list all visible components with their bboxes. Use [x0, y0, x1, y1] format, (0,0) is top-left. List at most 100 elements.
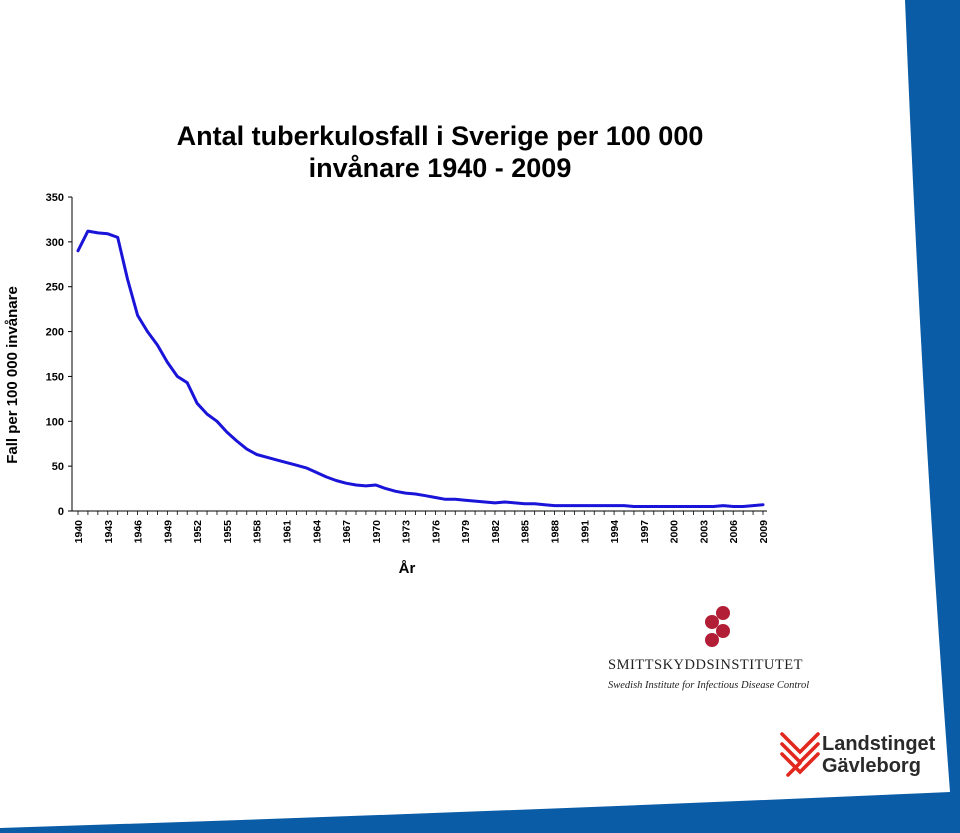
- y-tick-label: 350: [46, 192, 64, 204]
- data-point: [573, 505, 576, 507]
- data-point: [375, 484, 377, 486]
- data-point: [196, 402, 198, 404]
- data-point: [295, 464, 297, 466]
- landstinget-line1: Landstinget: [822, 733, 936, 755]
- x-tick-label: 2003: [698, 520, 710, 544]
- data-point: [206, 413, 208, 415]
- data-point: [514, 502, 516, 504]
- data-point: [623, 505, 625, 507]
- x-tick-label: 2009: [758, 520, 770, 544]
- x-tick-label: 1991: [579, 520, 591, 544]
- data-point: [325, 476, 327, 478]
- data-point: [395, 490, 397, 492]
- data-point: [236, 440, 238, 442]
- x-tick-label: 1976: [430, 520, 442, 544]
- data-point: [156, 344, 158, 346]
- x-tick-label: 1946: [133, 520, 145, 544]
- data-point: [494, 502, 496, 504]
- data-point: [256, 453, 258, 456]
- data-point: [87, 230, 89, 232]
- data-point: [732, 505, 734, 508]
- smittskyddsinstitutet-logo: [705, 606, 730, 647]
- data-point: [226, 431, 228, 433]
- data-point: [77, 250, 79, 252]
- data-point: [583, 505, 585, 507]
- x-tick-label: 1943: [103, 520, 115, 544]
- x-tick-label: 1973: [401, 520, 413, 544]
- logo-dot: [705, 633, 719, 647]
- logo-dot: [716, 624, 730, 638]
- x-tick-label: 1997: [639, 520, 651, 544]
- series: [76, 229, 765, 508]
- x-tick-label: 1979: [460, 520, 472, 544]
- x-tick-label: 2006: [728, 520, 740, 544]
- data-point: [563, 505, 566, 507]
- data-point: [186, 382, 188, 384]
- data-point: [593, 505, 595, 507]
- data-point: [504, 501, 506, 503]
- data-point: [335, 479, 337, 482]
- data-point: [464, 499, 466, 501]
- data-point: [117, 236, 119, 238]
- data-point: [553, 505, 556, 507]
- logo-dot: [716, 606, 730, 620]
- data-point: [702, 505, 705, 508]
- y-tick-label: 200: [46, 327, 64, 339]
- data-point: [345, 482, 347, 484]
- x-tick-label: 1967: [341, 520, 353, 544]
- data-point: [663, 505, 665, 508]
- x-tick-label: 1961: [281, 520, 293, 544]
- x-axis-label: År: [399, 560, 416, 577]
- data-point: [474, 500, 476, 502]
- data-point: [424, 495, 427, 497]
- x-tick-label: 1958: [252, 520, 264, 544]
- data-point: [534, 503, 536, 505]
- x-tick-label: 1940: [73, 520, 85, 544]
- y-tick-label: 250: [46, 282, 64, 294]
- chart-title-line2: invånare 1940 - 2009: [308, 153, 572, 183]
- y-tick-label: 100: [46, 416, 64, 428]
- chart-title: Antal tuberkulosfall i Sverige per 100 0…: [110, 120, 770, 184]
- data-point: [434, 496, 436, 499]
- data-point: [97, 232, 99, 234]
- y-axis: 0 50 100 150 200 250 300 350: [46, 192, 73, 518]
- y-tick-label: 50: [52, 461, 64, 473]
- data-point: [653, 505, 655, 508]
- series-line: [76, 229, 765, 508]
- data-point: [444, 498, 446, 500]
- x-tick-label: 1988: [550, 520, 562, 544]
- data-point: [276, 459, 278, 461]
- landstinget-logo: [780, 732, 820, 777]
- data-point: [613, 505, 615, 507]
- x-tick-label: 1994: [609, 520, 621, 544]
- data-point: [127, 278, 129, 281]
- y-tick-label: 300: [46, 237, 64, 249]
- smi-subtitle: Swedish Institute for Infectious Disease…: [608, 680, 810, 691]
- data-point: [524, 503, 526, 505]
- data-point: [365, 485, 367, 487]
- chart-title-line1: Antal tuberkulosfall i Sverige per 100 0…: [176, 121, 704, 151]
- y-tick-label: 0: [58, 506, 64, 518]
- data-point: [722, 505, 724, 507]
- x-tick-label: 1985: [520, 520, 532, 544]
- data-point: [484, 501, 486, 503]
- data-point: [683, 505, 685, 508]
- x-tick-label: 1970: [371, 520, 383, 544]
- data-point: [692, 505, 695, 508]
- data-point: [285, 462, 288, 464]
- landstinget-line2: Gävleborg: [822, 755, 921, 777]
- lg-chevron-icon: [780, 732, 820, 777]
- data-point: [137, 314, 139, 316]
- data-point: [146, 331, 149, 333]
- x-tick-label: 2000: [669, 520, 681, 544]
- x-tick-label: 1949: [162, 520, 174, 544]
- data-point: [266, 456, 268, 458]
- x-tick-label: 1982: [490, 520, 502, 544]
- data-point: [752, 505, 754, 507]
- logo-dot: [705, 615, 719, 629]
- data-point: [166, 361, 168, 363]
- data-point: [742, 505, 744, 508]
- data-point: [712, 505, 715, 508]
- data-point: [544, 504, 546, 506]
- x-tick-label: 1955: [222, 520, 234, 544]
